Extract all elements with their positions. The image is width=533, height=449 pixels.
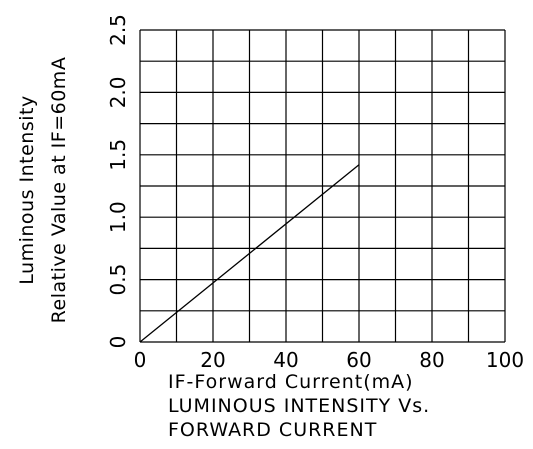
y-tick-labels: 0 0.5 1.0 1.5 2.0 2.5: [106, 14, 130, 348]
y-axis-label-line2: Relative Value at IF=60mA: [48, 57, 70, 324]
x-tick-label: 40: [273, 348, 298, 372]
grid: [139, 29, 506, 343]
x-tick-label: 20: [200, 348, 225, 372]
y-axis-label-line1: Luminous Intensity: [16, 95, 38, 284]
y-tick-label: 2.5: [106, 14, 130, 46]
x-tick-labels: 0 20 40 60 80 100: [134, 348, 524, 372]
x-axis-label: IF-Forward Current(mA): [168, 371, 414, 393]
x-tick-label: 0: [134, 348, 147, 372]
x-tick-label: 80: [419, 348, 444, 372]
caption-line2: FORWARD CURRENT: [168, 419, 378, 441]
y-tick-label: 2.0: [106, 76, 130, 108]
y-tick-label: 1.5: [106, 139, 130, 171]
y-tick-label: 0.5: [106, 264, 130, 296]
x-tick-label: 100: [486, 348, 524, 372]
series-line: [139, 164, 360, 343]
y-tick-label: 1.0: [106, 201, 130, 233]
y-tick-label: 0: [106, 336, 130, 349]
x-tick-label: 60: [346, 348, 371, 372]
series-layer: [139, 164, 360, 343]
caption-line1: LUMINOUS INTENSITY Vs.: [168, 395, 431, 417]
